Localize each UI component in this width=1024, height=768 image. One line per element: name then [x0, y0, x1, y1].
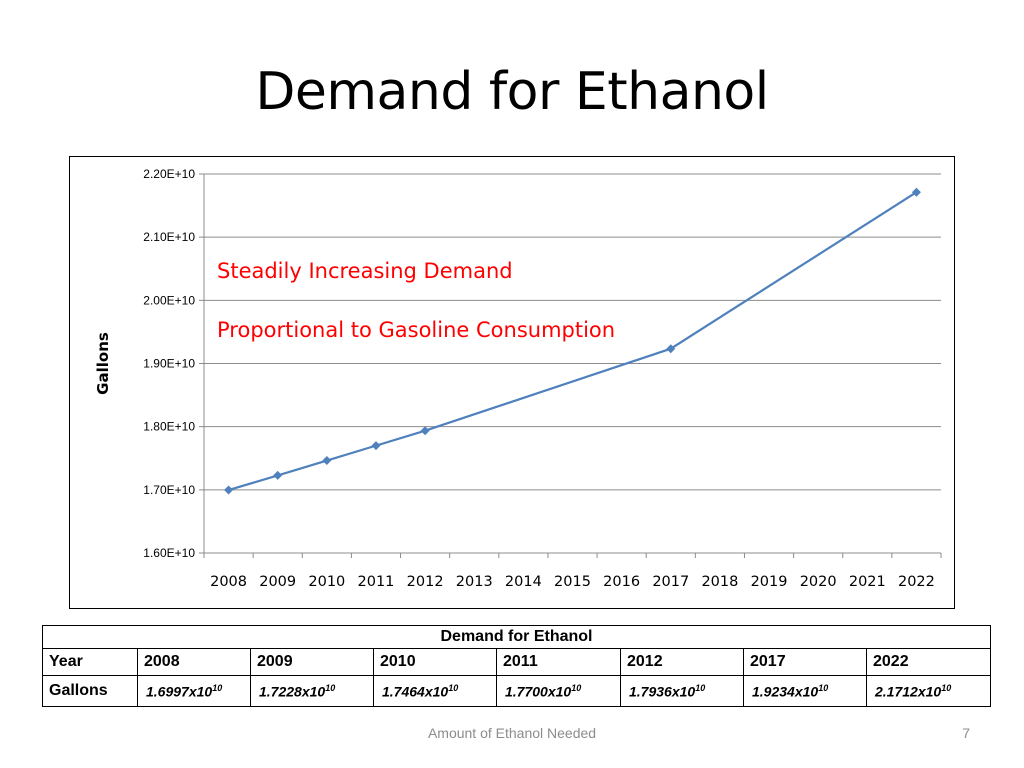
x-tick-label: 2022 — [898, 574, 935, 590]
data-point-marker — [273, 470, 283, 480]
x-tick-label: 2016 — [603, 574, 640, 590]
table-caption: Demand for Ethanol — [42, 625, 991, 649]
footer-text: Amount of Ethanol Needed — [427, 725, 597, 741]
y-tick-label: 1.70E+10 — [143, 483, 195, 497]
table-cell-year: 2009 — [250, 648, 374, 676]
y-tick-label: 2.20E+10 — [143, 167, 195, 181]
table-cell-gallons: 1.7936x1010 — [620, 675, 744, 707]
chart-frame: 1.60E+10 1.70E+10 1.80E+10 1.90E+10 2.00E+10… — [69, 156, 955, 609]
data-point-marker — [911, 187, 921, 197]
y-tick-label: 1.60E+10 — [143, 546, 195, 560]
x-tick-label: 2011 — [358, 574, 395, 590]
table-row-years: Year 2008 2009 2010 2011 2012 2017 2022 — [42, 648, 991, 676]
x-tick-label: 2010 — [308, 574, 345, 590]
x-tick-label: 2013 — [456, 574, 493, 590]
table-cell-year: 2022 — [866, 648, 991, 676]
x-tick-label: 2021 — [849, 574, 886, 590]
table-cell-gallons: 1.6997x1010 — [137, 675, 251, 707]
data-point-marker — [666, 344, 676, 354]
x-tick-label: 2014 — [505, 574, 542, 590]
data-point-marker — [322, 456, 332, 466]
x-tick-label: 2019 — [751, 574, 788, 590]
table-cell-gallons: 1.7228x1010 — [250, 675, 374, 707]
table-cell-gallons: 2.1712x1010 — [866, 675, 991, 707]
y-axis-label: Gallons — [94, 332, 112, 395]
data-table: Demand for Ethanol Year 2008 2009 2010 2… — [42, 625, 991, 707]
y-tick-label: 1.80E+10 — [143, 420, 195, 434]
x-tick-label: 2018 — [701, 574, 738, 590]
table-cell-gallons: 1.7700x1010 — [496, 675, 621, 707]
chart-annotation: Proportional to Gasoline Consumption — [217, 318, 615, 342]
page-number: 7 — [962, 725, 970, 741]
y-tick-label: 2.10E+10 — [143, 230, 195, 244]
x-tick-label: 2015 — [554, 574, 591, 590]
table-cell-gallons: 1.9234x1010 — [743, 675, 867, 707]
data-point-marker — [420, 426, 430, 436]
y-tick-label: 1.90E+10 — [143, 357, 195, 371]
x-tick-label: 2017 — [652, 574, 689, 590]
table-row-gallons: Gallons 1.6997x1010 1.7228x1010 1.7464x1… — [42, 675, 991, 707]
table-cell-year: 2017 — [743, 648, 867, 676]
data-point-marker — [224, 485, 234, 495]
y-tick-label: 2.00E+10 — [143, 293, 195, 307]
chart-annotation: Steadily Increasing Demand — [217, 259, 513, 283]
table-cell-year: 2010 — [373, 648, 497, 676]
slide-title: Demand for Ethanol — [255, 62, 769, 122]
table-cell-year: 2012 — [620, 648, 744, 676]
x-tick-label: 2009 — [259, 574, 296, 590]
x-tick-label: 2020 — [800, 574, 837, 590]
x-tick-label: 2012 — [407, 574, 444, 590]
year-row-header: Year — [42, 648, 138, 676]
data-point-marker — [371, 441, 381, 451]
table-cell-gallons: 1.7464x1010 — [373, 675, 497, 707]
x-tick-label: 2008 — [210, 574, 247, 590]
line-chart: 1.60E+10 1.70E+10 1.80E+10 1.90E+10 2.00E+10… — [94, 167, 942, 590]
table-cell-year: 2011 — [496, 648, 621, 676]
gallons-row-header: Gallons — [42, 675, 138, 707]
table-cell-year: 2008 — [137, 648, 251, 676]
